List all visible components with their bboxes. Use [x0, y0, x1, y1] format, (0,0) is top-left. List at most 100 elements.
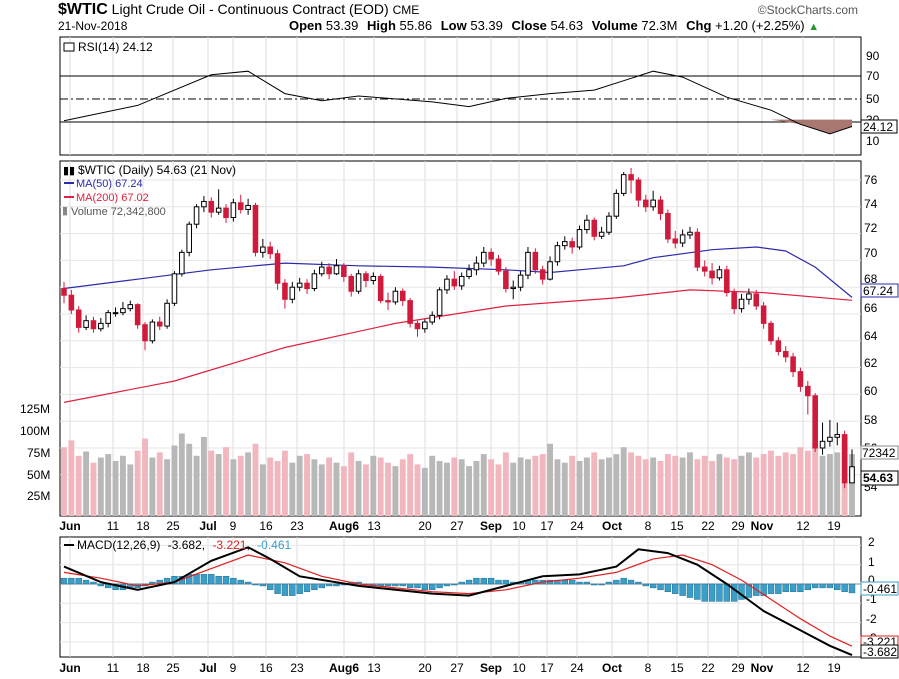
volume-bar-30 [281, 450, 288, 516]
volume-bar-32 [296, 455, 303, 516]
candlesticks [61, 167, 855, 489]
candle-body-19 [201, 200, 207, 208]
price-tick-62: 62 [864, 356, 878, 370]
candle-body-96 [768, 322, 774, 342]
candle-body-6 [105, 312, 111, 324]
candle-body-26 [252, 204, 259, 253]
xaxis-bot-label-13: 10 [512, 661, 526, 675]
high-label: High [367, 18, 396, 33]
candle-body-56 [473, 262, 480, 271]
price-tick-66: 66 [864, 301, 878, 315]
volume-tick-25M: 25M [27, 489, 50, 503]
volume-bar-66 [547, 443, 554, 516]
volume-bar-13 [156, 452, 163, 516]
xaxis-mid-label-11: 27 [450, 519, 464, 533]
candle-body-17 [186, 223, 192, 253]
macd-hist-bar-33 [303, 583, 311, 592]
volume-bar-55 [466, 466, 472, 516]
candle-body-83 [672, 238, 679, 244]
candle-body-0 [61, 288, 67, 296]
candle-body-4 [90, 320, 97, 330]
candle-body-100 [797, 371, 804, 387]
candle-body-58 [488, 251, 494, 260]
volume-bar-22 [223, 447, 229, 516]
macd-value-tag-box [860, 644, 899, 659]
x-axis-labels-bottom: Jun 11 18 25 Jul 9 16 23 Aug6 13 20 27 Sep 10 17 24 Oct 8… [59, 661, 841, 675]
xaxis-bot-label-12: Sep [480, 661, 502, 675]
volume-tick-50M: 50M [27, 468, 50, 482]
volume-bar-27 [259, 464, 266, 516]
candle-body-104 [827, 436, 833, 442]
xaxis-bot-label-14: 17 [540, 661, 554, 675]
xaxis-mid-label-5: 9 [230, 519, 237, 533]
macd-hist-bar-75 [613, 579, 620, 585]
open-value: 53.39 [325, 18, 359, 33]
volume-bar-9 [127, 464, 134, 516]
volume-tick-125M: 125M [20, 402, 50, 416]
xaxis-bot-label-5: 9 [230, 661, 237, 675]
candle-body-10 [134, 304, 141, 326]
volume-bar-81 [657, 460, 664, 516]
macd-hist-bar-31 [289, 583, 296, 596]
macd-hist-bar-57 [480, 577, 487, 585]
candle-body-25 [245, 204, 251, 210]
candle-body-78 [635, 179, 642, 201]
volume-bar-10 [134, 450, 141, 516]
volume-value-tag-box [860, 445, 899, 460]
volume-bar-100 [797, 447, 804, 516]
volume-bar-69 [569, 455, 576, 516]
volume-bar-78 [635, 455, 642, 516]
candle-body-36 [326, 266, 332, 275]
macd-hist-bar-74 [605, 581, 613, 585]
volume-bar-46 [399, 459, 406, 516]
macd-hist-bar-76 [620, 577, 627, 585]
candle-body-101 [805, 385, 811, 397]
macd-hist-bar-55 [465, 579, 473, 585]
xaxis-bot-label-18: 15 [670, 661, 684, 675]
volume-bar-79 [642, 459, 649, 516]
candle-body-76 [620, 174, 627, 194]
xaxis-mid-label-4: Jul [199, 519, 216, 533]
rsi-panel-frame [59, 36, 862, 156]
volume-bar-11 [142, 438, 148, 516]
rsi-value-tag: 24.12 [863, 120, 893, 134]
price-panel: $WTIC (Daily) 54.63 (21 Nov) ▮▮ MA(50) 6… [20, 160, 899, 517]
price-legend-volume: Volume 72,342,800 [71, 206, 166, 218]
candle-body-66 [547, 261, 553, 280]
macd-hist-bar-106 [841, 583, 848, 592]
volume-bar-0 [61, 447, 67, 516]
close-label: Close [511, 18, 547, 33]
candle-body-18 [193, 206, 200, 225]
macd-hist-bar-95 [760, 583, 767, 596]
candle-body-5 [98, 322, 104, 330]
volume-bar-2 [75, 455, 82, 516]
volume-bar-87 [701, 455, 708, 516]
volume-bar-57 [480, 454, 487, 516]
macd-hist-bar-107 [848, 583, 856, 594]
macd-hist-bar-60 [502, 579, 510, 585]
volume-bar-92 [738, 455, 745, 516]
xaxis-mid-label-16: Oct [602, 519, 622, 533]
xaxis-mid-label-14: 17 [540, 519, 554, 533]
xaxis-mid-label-12: Sep [480, 519, 502, 533]
candle-body-75 [613, 192, 620, 217]
candle-body-28 [267, 246, 273, 255]
xaxis-mid-label-20: 29 [731, 519, 745, 533]
xaxis-bot-label-20: 29 [731, 661, 745, 675]
price-value-tag-box [860, 470, 899, 486]
macd-hist-bar-91 [730, 583, 738, 602]
quote-summary: Open 53.39 High 55.86 Low 53.39 Close 54… [289, 18, 819, 33]
xaxis-mid-label-13: 10 [512, 519, 526, 533]
candle-body-69 [569, 241, 575, 248]
candle-body-39 [348, 275, 354, 292]
volume-bar-88 [709, 460, 716, 516]
ma-value-tag: 67.24 [863, 284, 893, 298]
macd-hist-bar-56 [473, 577, 480, 585]
low-value: 53.39 [470, 18, 503, 33]
macd-legend: MACD(12,26,9) -3.682, -3.221, -0.461 [77, 538, 292, 552]
macd-hist-bar-104 [826, 583, 834, 589]
candle-body-99 [790, 356, 796, 373]
volume-bar-91 [731, 459, 738, 516]
xaxis-bot-label-8: Aug6 [329, 661, 359, 675]
